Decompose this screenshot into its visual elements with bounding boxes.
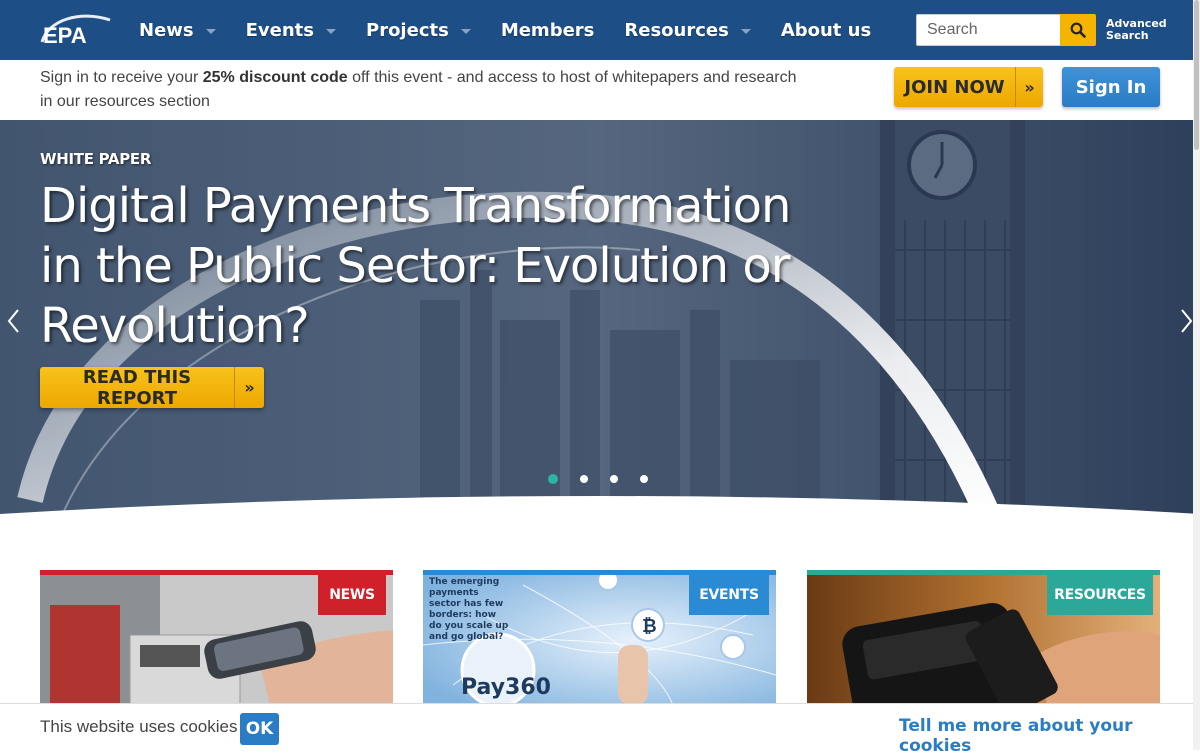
chevron-down-icon <box>740 28 751 34</box>
advanced-search-line1: Advanced <box>1106 17 1167 30</box>
nav-events-label: Events <box>245 19 314 41</box>
search-input[interactable] <box>916 14 1060 46</box>
page-scrollbar[interactable] <box>1193 0 1200 750</box>
pay360-logo: Pay360 <box>461 675 551 700</box>
join-now-label: JOIN NOW <box>904 76 1005 98</box>
search-form <box>916 14 1096 46</box>
pay360-tagline: The emerging payments sector has few bor… <box>429 577 509 642</box>
hero-carousel: WHITE PAPER Digital Payments Transformat… <box>0 120 1200 520</box>
svg-text:₿: ₿ <box>642 616 657 637</box>
top-navbar: EPA News Events Projects Members Resourc… <box>0 0 1200 60</box>
cookie-ok-button[interactable]: OK <box>240 713 279 745</box>
double-chevron-right-icon: » <box>234 367 264 408</box>
events-badge: EVENTS <box>689 575 769 615</box>
resources-card[interactable]: RESOURCES <box>807 570 1160 705</box>
logo-text: EPA <box>43 23 87 46</box>
search-button[interactable] <box>1060 14 1096 46</box>
scrollbar-thumb[interactable] <box>1194 0 1199 150</box>
promo-discount-code: 25% discount code <box>202 69 348 86</box>
advanced-search-line2: Search <box>1106 29 1149 42</box>
read-report-label: READ THIS REPORT <box>82 366 192 409</box>
nav-news[interactable]: News <box>124 0 231 60</box>
hero-title: Digital Payments Transformation in the P… <box>40 178 791 354</box>
chevron-down-icon <box>460 28 471 34</box>
resources-card-image <box>807 575 1160 705</box>
nav-about-us[interactable]: About us <box>766 0 886 60</box>
signin-promo-text: Sign in to receive your 25% discount cod… <box>40 66 800 114</box>
carousel-prev-button[interactable] <box>0 300 26 342</box>
nav-members[interactable]: Members <box>486 0 610 60</box>
advanced-search-link[interactable]: Advanced Search <box>1106 18 1176 42</box>
hero-kicker: WHITE PAPER <box>40 150 152 168</box>
nav-events[interactable]: Events <box>231 0 351 60</box>
carousel-dot-4[interactable] <box>640 475 648 483</box>
carousel-dot-2[interactable] <box>580 475 588 483</box>
cookie-info-link[interactable]: Tell me more about your cookies <box>899 716 1133 756</box>
epa-logo[interactable]: EPA <box>40 12 114 46</box>
events-card[interactable]: ₿ The emerging payments sector has few b… <box>423 570 776 705</box>
nav-resources[interactable]: Resources <box>609 0 765 60</box>
chevron-down-icon <box>205 28 216 34</box>
promo-text-end: off this event - and access to host of w… <box>40 69 797 110</box>
carousel-next-button[interactable] <box>1174 300 1200 342</box>
nav-news-label: News <box>139 19 194 41</box>
chevron-right-icon <box>1181 309 1193 333</box>
chevron-left-icon <box>7 309 19 333</box>
join-now-button[interactable]: JOIN NOW » <box>894 67 1043 107</box>
carousel-dot-3[interactable] <box>610 475 618 483</box>
hero-background-image <box>0 120 1200 520</box>
carousel-dot-1[interactable] <box>548 474 558 484</box>
chevron-down-icon <box>326 28 336 34</box>
hero-bottom-curve <box>0 496 1200 520</box>
nav-projects-label: Projects <box>366 19 449 41</box>
resources-badge: RESOURCES <box>1047 575 1153 615</box>
news-badge: NEWS <box>318 575 386 615</box>
promo-text-start: Sign in to receive your <box>40 69 203 86</box>
nav-resources-label: Resources <box>624 19 729 41</box>
nav-about-us-label: About us <box>780 19 872 41</box>
clock-tower <box>880 120 1025 520</box>
sign-in-button[interactable]: Sign In <box>1062 67 1160 107</box>
cookie-banner: This website uses cookies OK Tell me mor… <box>0 703 1200 756</box>
search-icon <box>1070 22 1086 38</box>
read-report-button[interactable]: READ THIS REPORT » <box>40 366 264 409</box>
nav-projects[interactable]: Projects <box>351 0 486 60</box>
double-chevron-right-icon: » <box>1015 67 1043 107</box>
main-menu: News Events Projects Members Resources A… <box>124 0 886 60</box>
news-card[interactable]: NEWS <box>40 570 393 705</box>
nav-members-label: Members <box>500 19 595 41</box>
cookie-notice-text: This website uses cookies <box>40 717 238 736</box>
carousel-indicators <box>548 474 648 484</box>
